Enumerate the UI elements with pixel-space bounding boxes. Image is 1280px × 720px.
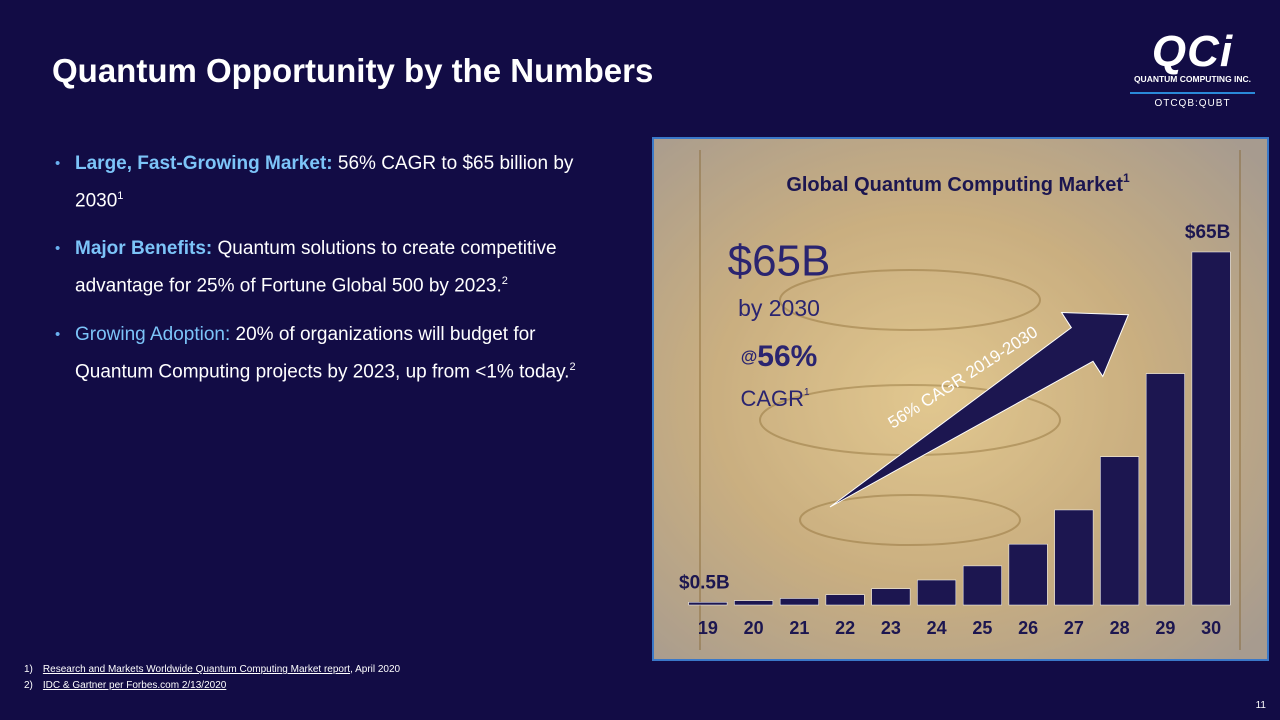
bar [962, 565, 1002, 606]
logo-ticker: OTCQB:QUBT [1130, 92, 1255, 109]
arrow-shape [829, 312, 1130, 508]
callout-rate-label: CAGR1 [740, 386, 810, 411]
chart-title-text: Global Quantum Computing Market [786, 174, 1123, 196]
x-tick-label: 30 [1201, 618, 1221, 638]
value-label: $65B [1185, 222, 1230, 243]
footnote-ref: 2 [501, 275, 508, 288]
page-number: 11 [1255, 700, 1266, 711]
footnote-ref: 1 [804, 387, 810, 398]
panel-decoration [699, 150, 1241, 650]
bar [734, 600, 774, 606]
callout-cagr: CAGR [740, 386, 804, 411]
x-tick-label: 20 [744, 618, 764, 638]
bar [1100, 456, 1140, 606]
x-tick-label: 19 [698, 618, 718, 638]
bar [1191, 251, 1231, 606]
x-tick-label: 24 [927, 618, 947, 638]
bar [688, 602, 728, 606]
value-label: $0.5B [679, 572, 730, 593]
x-tick-label: 29 [1155, 618, 1175, 638]
x-tick-label: 27 [1064, 618, 1084, 638]
x-tick-label: 25 [972, 618, 992, 638]
footnote-num: 1) [24, 664, 33, 675]
callout-amount: $65B [728, 237, 831, 286]
bullet-label: Large, Fast-Growing Market: [75, 153, 333, 174]
slide-title: Quantum Opportunity by the Numbers [52, 52, 654, 89]
footnote-num: 2) [24, 680, 33, 691]
footnote-link[interactable]: Research and Markets Worldwide Quantum C… [42, 664, 351, 675]
bullet: Major Benefits: Quantum solutions to cre… [55, 233, 615, 302]
bar [825, 594, 865, 606]
footnote: 1) Research and Markets Worldwide Quantum… [24, 664, 400, 675]
footnote-ref: 2 [569, 360, 576, 373]
bar [917, 579, 957, 606]
x-tick-label: 23 [881, 618, 901, 638]
callout-year: by 2030 [738, 295, 820, 321]
bar [779, 598, 819, 606]
bullet-list: Large, Fast-Growing Market: 56% CAGR to … [55, 148, 615, 404]
bullet: Large, Fast-Growing Market: 56% CAGR to … [55, 148, 615, 217]
bar [1145, 373, 1185, 606]
footnote-rest: , April 2020 [350, 664, 401, 675]
bar [1054, 509, 1094, 606]
bullet-label: Major Benefits: [75, 238, 213, 260]
bar [1008, 543, 1048, 606]
bullet-text: 56% CAGR to $65 billion by 2030 [75, 153, 574, 212]
footnote-ref: 1 [1123, 171, 1130, 185]
callout-at: @ [741, 347, 758, 366]
footnote-link[interactable]: IDC & Gartner per Forbes.com 2/13/2020 [42, 680, 227, 691]
bar [871, 588, 911, 606]
logo-company: QUANTUM COMPUTING INC. [1133, 74, 1252, 84]
chart-title: Global Quantum Computing Market1 [786, 171, 1130, 196]
x-tick-label: 28 [1110, 618, 1130, 638]
footnote-ref: 1 [117, 190, 124, 202]
bullet-label: Growing Adoption: [75, 323, 231, 345]
logo: QCi QUANTUM COMPUTING INC. OTCQB:QUBT [1130, 27, 1255, 109]
bullet-text: 20% of organizations will budget for Qua… [75, 323, 570, 382]
logo-mark: QCi [1151, 27, 1234, 76]
footnote: 2) IDC & Gartner per Forbes.com 2/13/2020 [24, 680, 226, 691]
x-tick-label: 21 [789, 618, 809, 638]
x-tick-label: 22 [835, 618, 855, 638]
callout-rate: @56% [741, 340, 818, 373]
bullet-text: Quantum solutions to create competitive … [75, 238, 557, 297]
x-tick-label: 26 [1018, 618, 1038, 638]
callout-rate-value: 56% [757, 340, 817, 373]
bullet: Growing Adoption: 20% of organizations w… [55, 319, 615, 388]
